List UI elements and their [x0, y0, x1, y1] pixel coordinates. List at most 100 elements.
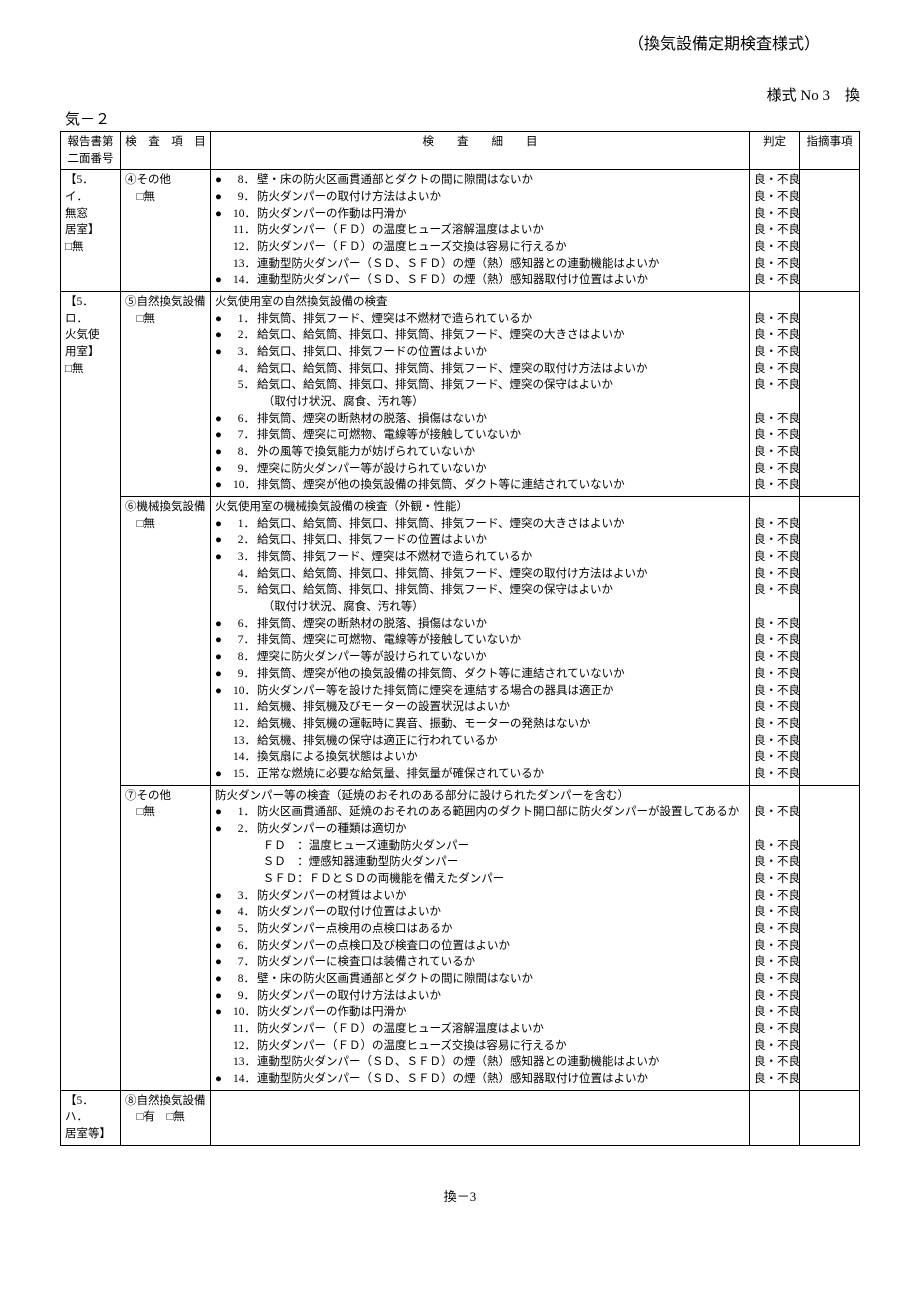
row-number: 4．	[233, 361, 257, 378]
judge-value: 良・不良	[754, 461, 795, 478]
bullet-mark: ●	[215, 821, 233, 838]
item-cell: ⑥機械換気設備 □無	[121, 497, 211, 785]
row-number: 3．	[233, 344, 257, 361]
judge-value: 良・不良	[754, 1021, 795, 1038]
row-text: 防火ダンパーの取付け方法はよいか	[257, 988, 745, 1005]
judge-value: 良・不良	[754, 699, 795, 716]
row-text: 給気機、排気機の保守は適正に行われているか	[257, 733, 745, 750]
row-number: 7．	[233, 954, 257, 971]
sub-number: 気－２	[65, 108, 860, 129]
bullet-mark	[215, 377, 233, 394]
judge-value: 良・不良	[754, 549, 795, 566]
bullet-mark: ●	[215, 549, 233, 566]
row-number: 12．	[233, 716, 257, 733]
detail-row: ●4．防火ダンパーの取付け位置はよいか	[215, 904, 745, 921]
row-number: 13．	[233, 1054, 257, 1071]
row-text: 給気口、給気筒、排気口、排気筒、排気フード、煙突の保守はよいか	[257, 582, 745, 599]
detail-row: ●10．防火ダンパーの作動は円滑か	[215, 1004, 745, 1021]
row-text: 排気筒、煙突が他の換気設備の排気筒、ダクト等に連結されていないか	[257, 666, 745, 683]
item-cell: ④その他 □無	[121, 170, 211, 292]
detail-row: ●7．排気筒、煙突に可燃物、電線等が接触していないか	[215, 632, 745, 649]
table-section: ⑦その他 □無防火ダンパー等の検査（延焼のおそれのある部分に設けられたダンパーを…	[61, 785, 860, 1090]
row-text: 壁・床の防火区画貫通部とダクトの間に隙間はないか	[257, 172, 745, 189]
bullet-mark	[215, 256, 233, 273]
judge-value: 良・不良	[754, 921, 795, 938]
detail-row: ●7．排気筒、煙突に可燃物、電線等が接触していないか	[215, 427, 745, 444]
detail-row: ●2．防火ダンパーの種類は適切か	[215, 821, 745, 838]
detail-cell	[211, 1090, 750, 1145]
row-number: 10．	[233, 206, 257, 223]
detail-cell: 火気使用室の自然換気設備の検査●1．排気筒、排気フード、煙突は不燃材で造られてい…	[211, 292, 750, 497]
row-number: 14．	[233, 272, 257, 289]
row-number: 10．	[233, 1004, 257, 1021]
row-number: 6．	[233, 411, 257, 428]
detail-row: 5．給気口、給気筒、排気口、排気筒、排気フード、煙突の保守はよいか	[215, 582, 745, 599]
judge-value	[754, 394, 795, 411]
bullet-mark: ●	[215, 327, 233, 344]
judge-value: 良・不良	[754, 377, 795, 394]
detail-row: ＦＤ ：温度ヒューズ連動防火ダンパー	[215, 838, 745, 855]
row-number: 1．	[233, 804, 257, 821]
row-number: 2．	[233, 532, 257, 549]
bullet-mark: ●	[215, 766, 233, 783]
judge-cell: 良・不良良・不良良・不良良・不良良・不良 良・不良良・不良良・不良良・不良良・不…	[750, 292, 800, 497]
row-number: 12．	[233, 239, 257, 256]
row-number: 11．	[233, 1021, 257, 1038]
item-cell: ⑤自然換気設備 □無	[121, 292, 211, 497]
row-number: 5．	[233, 377, 257, 394]
bullet-mark: ●	[215, 904, 233, 921]
bullet-mark: ●	[215, 172, 233, 189]
detail-row: ●14．連動型防火ダンパー（ＳＤ、ＳＦＤ）の煙（熱）感知器取付け位置はよいか	[215, 1071, 745, 1088]
row-number: 13．	[233, 733, 257, 750]
bullet-mark: ●	[215, 649, 233, 666]
bullet-mark: ●	[215, 938, 233, 955]
detail-row: ＳＤ ：煙感知器連動型防火ダンパー	[215, 854, 745, 871]
bullet-mark: ●	[215, 921, 233, 938]
row-text: 給気口、排気口、排気フードの位置はよいか	[257, 344, 745, 361]
detail-row: 12．防火ダンパー（ＦＤ）の温度ヒューズ交換は容易に行えるか	[215, 239, 745, 256]
report-cell: 【5．ロ．火気使用室】□無	[61, 292, 121, 1091]
row-number: 11．	[233, 699, 257, 716]
row-text: 防火ダンパーの作動は円滑か	[257, 1004, 745, 1021]
detail-row: ●10．防火ダンパーの作動は円滑か	[215, 206, 745, 223]
detail-row: ●2．給気口、排気口、排気フードの位置はよいか	[215, 532, 745, 549]
detail-row: 12．給気機、排気機の運転時に異音、振動、モーターの発熱はないか	[215, 716, 745, 733]
bullet-mark: ●	[215, 616, 233, 633]
judge-value: 良・不良	[754, 804, 795, 821]
judge-value: 良・不良	[754, 666, 795, 683]
bullet-mark: ●	[215, 954, 233, 971]
judge-value: 良・不良	[754, 256, 795, 273]
row-text: 外の風等で換気能力が妨げられていないか	[257, 444, 745, 461]
judge-value: 良・不良	[754, 516, 795, 533]
row-text: 壁・床の防火区画貫通部とダクトの間に隙間はないか	[257, 971, 745, 988]
row-text: 防火ダンパーの材質はよいか	[257, 888, 745, 905]
row-number: 9．	[233, 461, 257, 478]
detail-row: ●14．連動型防火ダンパー（ＳＤ、ＳＦＤ）の煙（熱）感知器取付け位置はよいか	[215, 272, 745, 289]
detail-row: ●5．防火ダンパー点検用の点検口はあるか	[215, 921, 745, 938]
row-number: 4．	[233, 904, 257, 921]
bullet-mark: ●	[215, 206, 233, 223]
row-text: 給気口、給気筒、排気口、排気筒、排気フード、煙突の取付け方法はよいか	[257, 361, 745, 378]
row-text: 給気口、給気筒、排気口、排気筒、排気フード、煙突の大きさはよいか	[257, 327, 745, 344]
judge-cell: 良・不良 良・不良良・不良良・不良良・不良良・不良良・不良良・不良良・不良良・不…	[750, 785, 800, 1090]
judge-value: 良・不良	[754, 888, 795, 905]
bullet-mark	[215, 699, 233, 716]
row-text: 煙突に防火ダンパー等が設けられていないか	[257, 649, 745, 666]
row-number: 14．	[233, 1071, 257, 1088]
detail-row: ●10．排気筒、煙突が他の換気設備の排気筒、ダクト等に連結されていないか	[215, 477, 745, 494]
row-number: 12．	[233, 1038, 257, 1055]
bullet-mark: ●	[215, 666, 233, 683]
row-text: 連動型防火ダンパー（ＳＤ、ＳＦＤ）の煙（熱）感知器との連動機能はよいか	[257, 1054, 745, 1071]
section-title: 火気使用室の自然換気設備の検査	[215, 294, 745, 311]
bullet-mark	[215, 222, 233, 239]
judge-value: 良・不良	[754, 239, 795, 256]
row-text: 防火ダンパー等を設けた排気筒に煙突を連結する場合の器具は適正か	[257, 683, 745, 700]
row-number: 6．	[233, 616, 257, 633]
row-number: 7．	[233, 427, 257, 444]
row-text: 正常な燃焼に必要な給気量、排気量が確保されているか	[257, 766, 745, 783]
bullet-mark	[215, 1021, 233, 1038]
row-number: 8．	[233, 172, 257, 189]
judge-value: 良・不良	[754, 649, 795, 666]
detail-row: 11．給気機、排気機及びモーターの設置状況はよいか	[215, 699, 745, 716]
bullet-mark	[215, 566, 233, 583]
